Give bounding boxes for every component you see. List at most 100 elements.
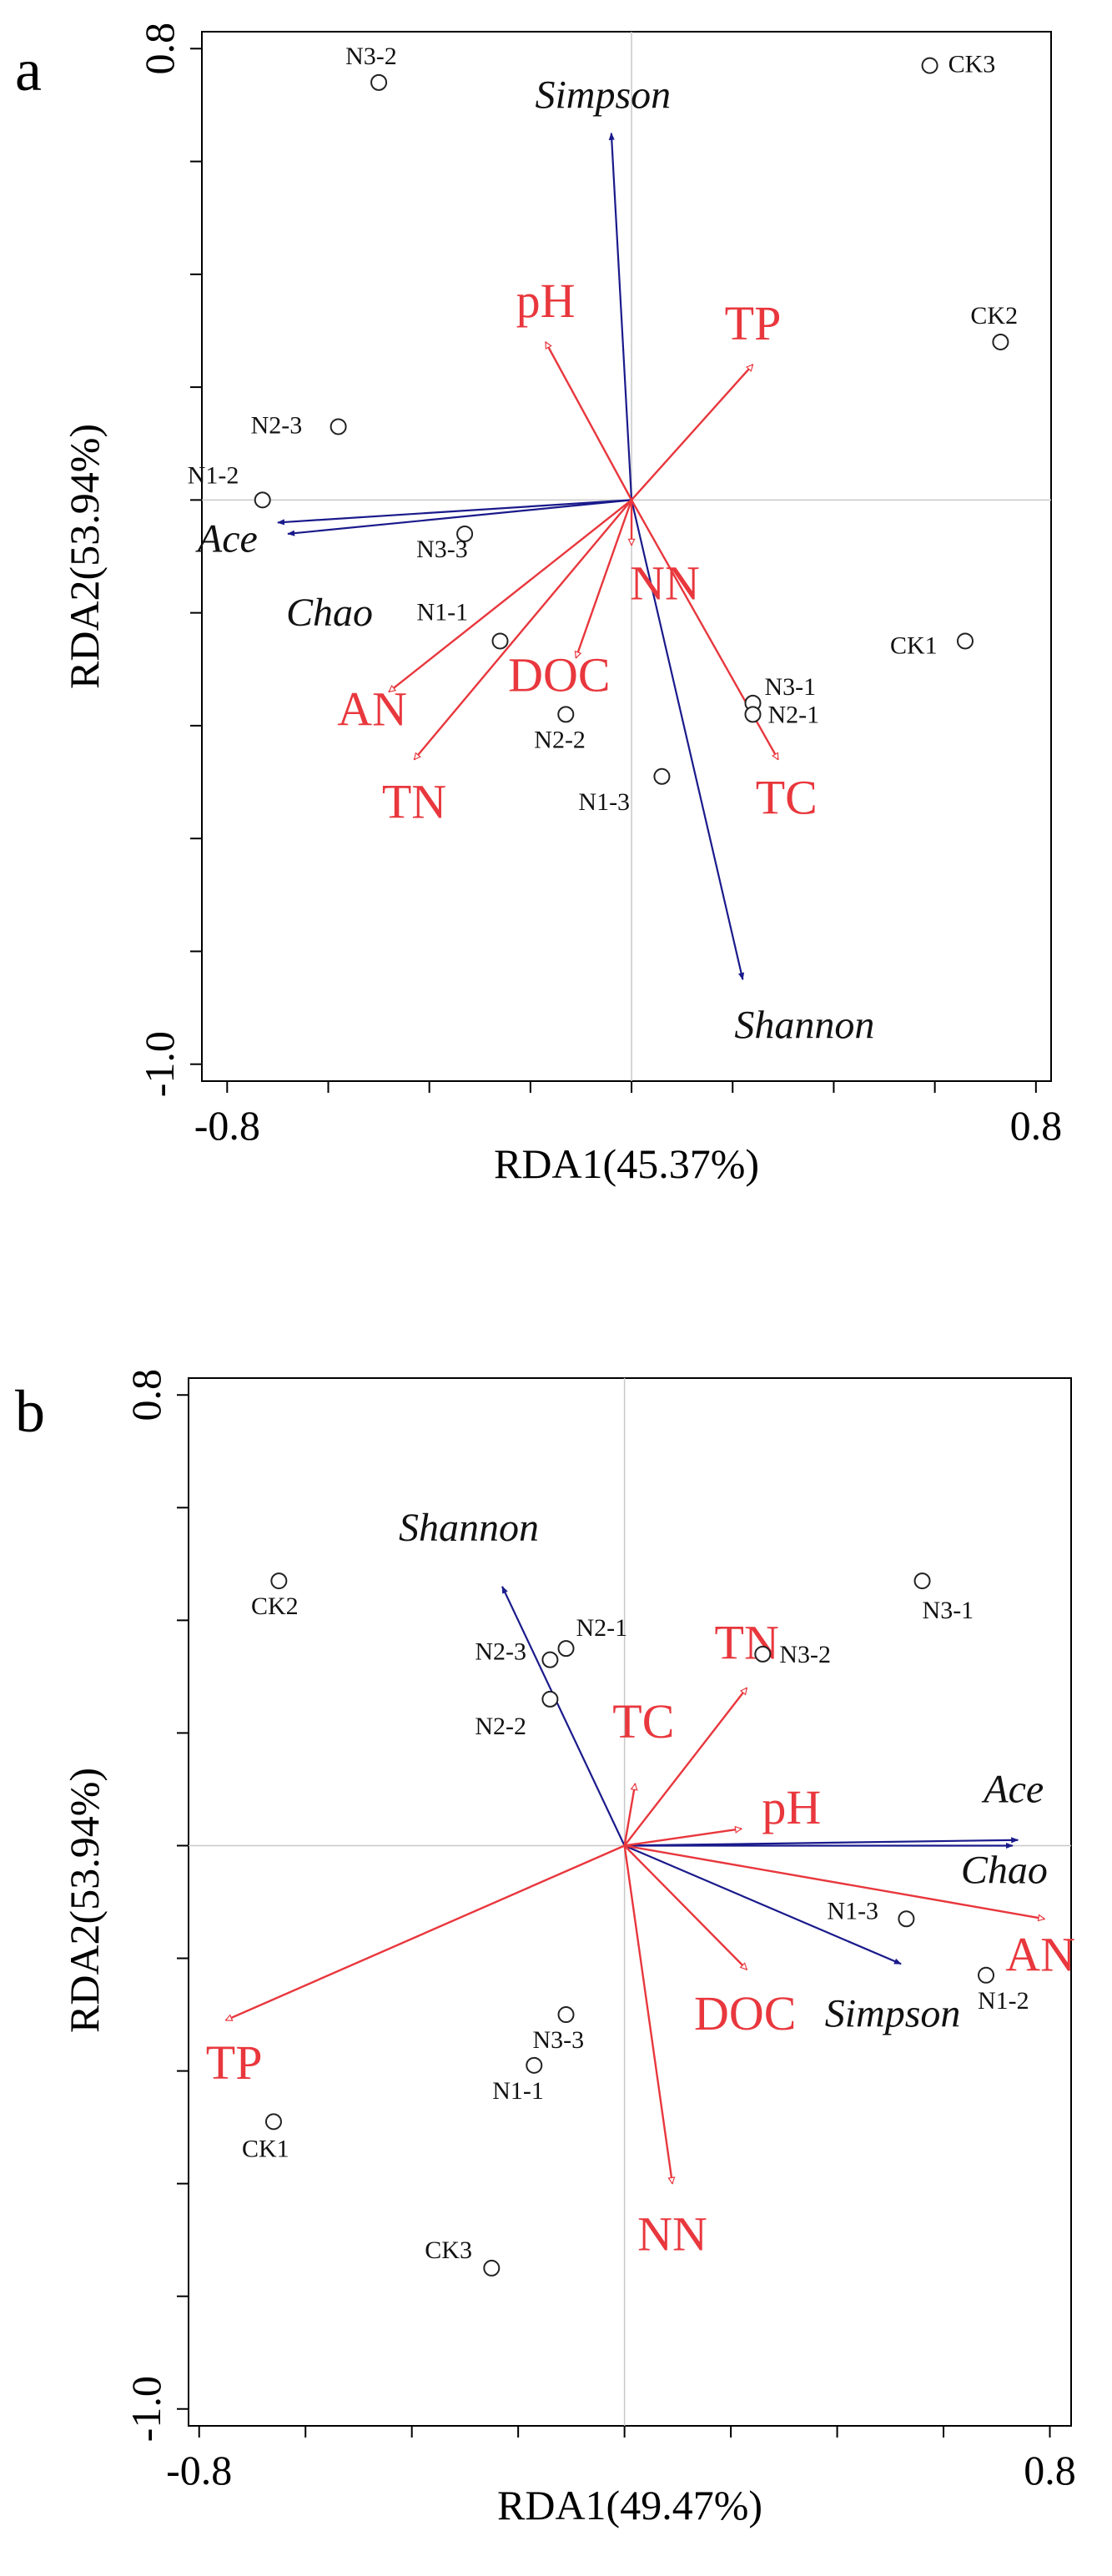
diversity-vector-shannon — [630, 500, 745, 981]
site-point-n2-2 — [541, 1690, 559, 1708]
x-tick-label: -0.8 — [194, 1102, 260, 1149]
site-point-ck1 — [956, 632, 974, 650]
env-label-tp: TP — [206, 2035, 263, 2090]
site-label-n3-3: N3-3 — [533, 2026, 585, 2054]
plot-frame — [188, 1377, 1072, 2427]
diversity-label-chao: Chao — [286, 591, 373, 635]
diversity-vector-ace — [624, 1837, 1019, 1847]
site-label-n2-1: N2-1 — [767, 701, 819, 728]
env-label-tc: TC — [612, 1694, 674, 1748]
site-label-n1-1: N1-1 — [492, 2077, 544, 2105]
site-point-n1-2 — [978, 1966, 995, 1984]
diversity-vector-ace — [276, 499, 632, 526]
x-tick-label: -0.8 — [166, 2447, 232, 2493]
site-point-n2-3 — [541, 1651, 559, 1668]
diversity-vector-layer: Shannon Ace Chao Simpson — [399, 1506, 1048, 2035]
y-tick-label: 0.8 — [136, 23, 183, 75]
diversity-label-shannon: Shannon — [734, 1003, 874, 1047]
diversity-label-ace: Ace — [981, 1768, 1044, 1812]
y-tick-label: -1.0 — [136, 1031, 183, 1097]
env-vector-ph — [544, 342, 633, 501]
env-label-tn: TN — [382, 774, 446, 828]
env-label-doc: DOC — [694, 1986, 796, 2040]
env-vector-an — [624, 1844, 1045, 1919]
diversity-vector-shannon — [501, 1586, 626, 1846]
site-label-n1-1: N1-1 — [417, 598, 469, 626]
site-label-n3-3: N3-3 — [416, 536, 468, 563]
env-vector-ph — [624, 1829, 742, 1847]
site-label-n3-2: N3-2 — [345, 43, 397, 70]
site-point-ck2 — [270, 1572, 288, 1590]
site-label-n2-2: N2-2 — [475, 1713, 526, 1740]
env-label-doc: DOC — [508, 648, 610, 702]
x-axis-label: RDA1(49.47%) — [497, 2482, 762, 2528]
diversity-label-shannon: Shannon — [399, 1506, 539, 1550]
site-label-n1-3: N1-3 — [578, 788, 630, 816]
site-point-n1-2 — [254, 491, 271, 509]
diversity-label-simpson: Simpson — [825, 1991, 961, 2035]
env-label-an: AN — [1005, 1927, 1075, 1981]
site-label-n2-1: N2-1 — [576, 1614, 628, 1642]
site-label-ck1: CK1 — [890, 631, 938, 659]
site-point-n1-1 — [526, 2056, 543, 2074]
environment-vector-layer: TN TC pH AN DOC TP NN — [206, 1615, 1075, 2261]
env-vector-tn — [413, 499, 632, 759]
env-vector-tn — [623, 1688, 748, 1847]
site-label-ck2: CK2 — [251, 1592, 299, 1620]
env-vector-an — [389, 499, 632, 693]
y-tick-label: -1.0 — [123, 2376, 169, 2442]
site-point-n3-3 — [456, 525, 474, 542]
site-point-n1-1 — [491, 632, 509, 650]
site-point-ck3 — [483, 2259, 501, 2277]
site-label-n1-2: N1-2 — [978, 1987, 1029, 2015]
site-layer: CK2 N3-1 N2-3 N2-1 N3-2 N2-2 N1-3 N1-2 N3-3 N1-1 C… — [242, 1572, 1029, 2277]
y-axis-label: RDA2(53.94%) — [61, 1768, 108, 2033]
panel-label: a — [15, 37, 42, 103]
site-label-ck2: CK2 — [970, 302, 1018, 330]
diversity-label-chao: Chao — [961, 1848, 1048, 1892]
env-label-an: AN — [337, 682, 407, 736]
site-label-n1-3: N1-3 — [827, 1897, 878, 1924]
site-label-n3-2: N3-2 — [779, 1641, 831, 1668]
panel-label: b — [15, 1378, 45, 1445]
env-vector-doc — [576, 499, 633, 657]
x-tick-label: 0.8 — [1010, 1102, 1063, 1149]
rda-panel-b: b -0.8 0.8 0.8 -1.0 Shannon Ace Chao Simpson T… — [15, 1369, 1076, 2528]
env-label-ph: pH — [762, 1780, 821, 1834]
site-point-ck3 — [921, 57, 938, 74]
diversity-label-simpson: Simpson — [535, 73, 671, 118]
y-axis-label: RDA2(53.94%) — [61, 424, 108, 689]
site-point-n1-3 — [653, 767, 671, 785]
env-label-tp: TP — [725, 296, 782, 350]
env-vector-tp — [631, 365, 754, 501]
plot-frame — [201, 31, 1052, 1082]
axes-layer: -0.8 0.8 0.8 -1.0 — [136, 23, 1062, 1149]
diversity-vector-chao — [287, 499, 632, 536]
diversity-vector-layer: Simpson Ace Chao Shannon — [195, 73, 874, 1048]
env-label-tc: TC — [756, 770, 818, 824]
site-label-n2-2: N2-2 — [534, 726, 586, 753]
env-vector-nn — [623, 1845, 672, 2183]
diversity-label-ace: Ace — [195, 516, 258, 561]
axes-layer: -0.8 0.8 0.8 -1.0 — [123, 1369, 1076, 2493]
site-label-ck1: CK1 — [242, 2135, 289, 2162]
diversity-vector-simpson — [608, 132, 633, 501]
site-point-n3-1 — [913, 1572, 931, 1590]
site-point-ck1 — [264, 2113, 282, 2131]
site-point-n2-3 — [330, 418, 347, 435]
env-label-ph: pH — [516, 274, 576, 328]
site-label-n3-1: N3-1 — [923, 1597, 974, 1624]
site-label-n1-2: N1-2 — [188, 461, 239, 489]
site-point-n3-3 — [557, 2006, 575, 2024]
site-point-ck2 — [992, 333, 1009, 350]
site-label-ck3: CK3 — [948, 51, 996, 78]
site-layer: N3-2 CK3 CK2 N2-3 N1-2 N3-3 N1-1 CK1 N3-1N2-1 N2-… — [188, 43, 1018, 816]
site-point-n3-2 — [754, 1645, 772, 1663]
env-label-tn: TN — [715, 1615, 779, 1669]
y-tick-label: 0.8 — [123, 1369, 169, 1421]
x-tick-label: 0.8 — [1024, 2447, 1076, 2493]
site-point-n2-1 — [744, 706, 762, 723]
